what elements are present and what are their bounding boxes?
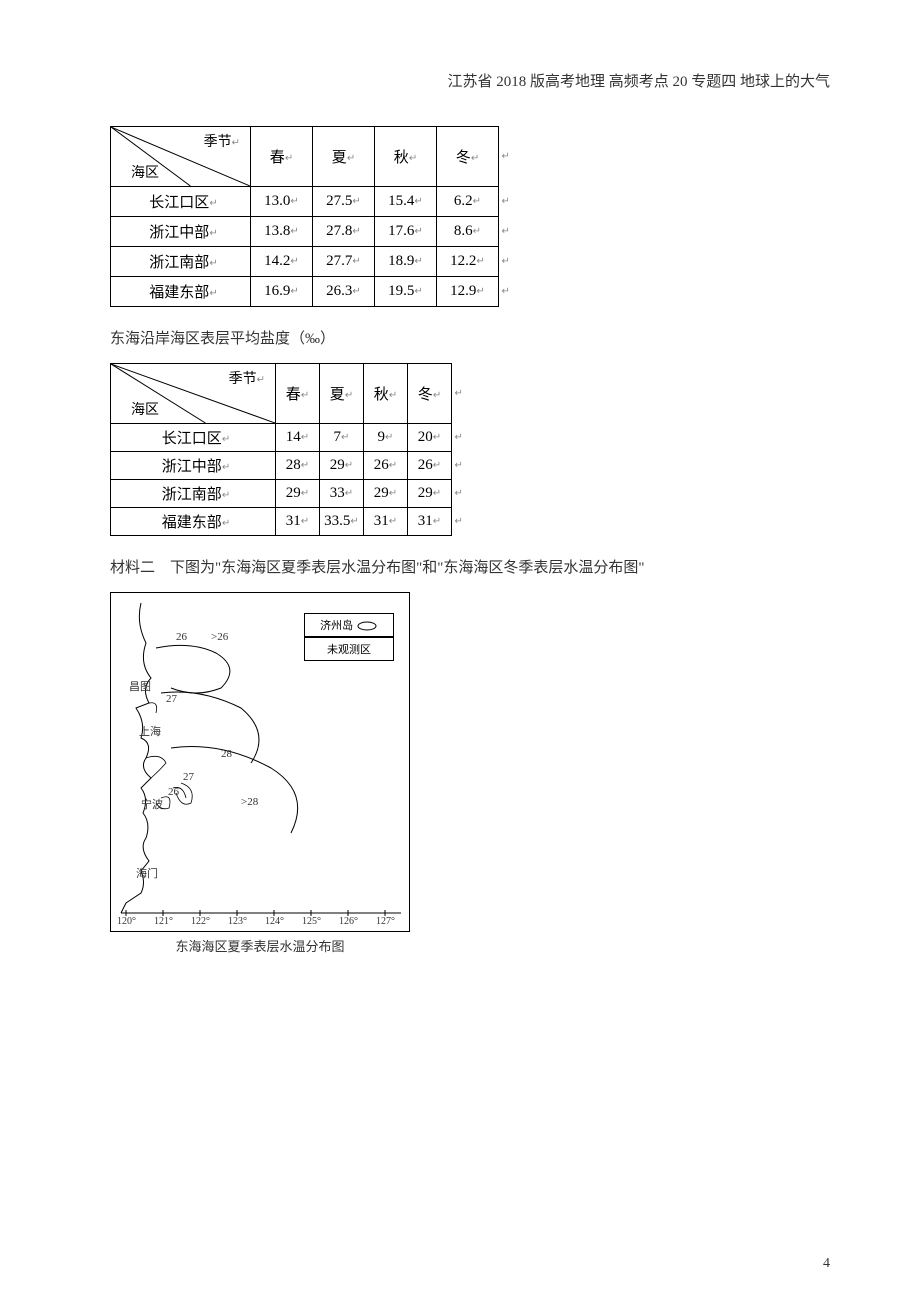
map-label: 26 — [176, 631, 187, 643]
table-row: 浙江中部↵ 13.8↵ 27.8↵ 17.6↵ 8.6↵ ↵ — [111, 217, 513, 247]
content-area: 季节↵ 海区 春↵ 夏↵ 秋↵ 冬↵ ↵ 长江口区↵ 13.0↵ 27.5↵ 1… — [0, 91, 920, 955]
table-row: 浙江中部↵ 28↵ 29↵ 26↵ 26↵ ↵ — [111, 452, 466, 480]
map-label: 27 — [166, 693, 177, 705]
axis-label: 124° — [265, 916, 284, 927]
legend-unobserved: 未观测区 — [304, 637, 394, 661]
table-row: 长江口区↵ 14↵ 7↵ 9↵ 20↵ ↵ — [111, 424, 466, 452]
table-row: 长江口区↵ 13.0↵ 27.5↵ 15.4↵ 6.2↵ ↵ — [111, 187, 513, 217]
axis-label: 127° — [376, 916, 395, 927]
map-label-city: 宁波 — [141, 796, 163, 812]
table-row: 浙江南部↵ 14.2↵ 27.7↵ 18.9↵ 12.2↵ ↵ — [111, 247, 513, 277]
map-label: 26 — [168, 786, 179, 798]
map-label: >28 — [241, 796, 258, 808]
season-header: 秋↵ — [364, 364, 408, 424]
map-label-city: 上海 — [139, 723, 161, 739]
legend-jeju: 济州岛 — [304, 613, 394, 637]
season-header: 冬↵ — [408, 364, 452, 424]
diag-bottom-label: 海区 — [131, 162, 159, 182]
temperature-table: 季节↵ 海区 春↵ 夏↵ 秋↵ 冬↵ ↵ 长江口区↵ 13.0↵ 27.5↵ 1… — [110, 126, 513, 307]
season-header: 春↵ — [251, 127, 313, 187]
table-row: 福建东部↵ 16.9↵ 26.3↵ 19.5↵ 12.9↵ ↵ — [111, 277, 513, 307]
map-label-city: 昌图 — [129, 678, 151, 694]
page-header: 江苏省 2018 版高考地理 高频考点 20 专题四 地球上的大气 — [0, 0, 920, 91]
axis-label: 123° — [228, 916, 247, 927]
season-header: 夏↵ — [313, 127, 375, 187]
season-header: 冬↵ — [437, 127, 499, 187]
axis-label: 122° — [191, 916, 210, 927]
map-label: 27 — [183, 771, 194, 783]
axis-label: 120° — [117, 916, 136, 927]
summer-temp-map: 济州岛 未观测区 26 >26 昌图 27 上海 28 27 26 宁波 >28… — [110, 592, 410, 932]
diagonal-header: 季节↵ 海区 — [111, 127, 251, 187]
axis-label: 125° — [302, 916, 321, 927]
season-header: 春↵ — [276, 364, 320, 424]
page-number: 4 — [823, 1256, 830, 1272]
map-label: >26 — [211, 631, 228, 643]
map-label-city: 海门 — [136, 865, 158, 881]
season-header: 秋↵ — [375, 127, 437, 187]
table-row: 浙江南部↵ 29↵ 33↵ 29↵ 29↵ ↵ — [111, 480, 466, 508]
table1-caption: 东海沿岸海区表层平均盐度（‰） — [110, 327, 810, 348]
material2-caption: 材料二 下图为"东海海区夏季表层水温分布图"和"东海海区冬季表层水温分布图" — [110, 556, 810, 577]
table-row: 福建东部↵ 31↵ 33.5↵ 31↵ 31↵ ↵ — [111, 508, 466, 536]
diag-bottom-label: 海区 — [131, 399, 159, 419]
diag-top-label: 季节↵ — [204, 131, 240, 151]
axis-label: 126° — [339, 916, 358, 927]
salinity-table: 季节↵ 海区 春↵ 夏↵ 秋↵ 冬↵ ↵ 长江口区↵ 14↵ 7↵ 9↵ 20↵… — [110, 363, 466, 536]
season-header: 夏↵ — [320, 364, 364, 424]
figure-caption: 东海海区夏季表层水温分布图 — [110, 936, 410, 955]
diagonal-header: 季节↵ 海区 — [111, 364, 276, 424]
axis-label: 121° — [154, 916, 173, 927]
diag-top-label: 季节↵ — [229, 368, 265, 388]
map-label: 28 — [221, 748, 232, 760]
